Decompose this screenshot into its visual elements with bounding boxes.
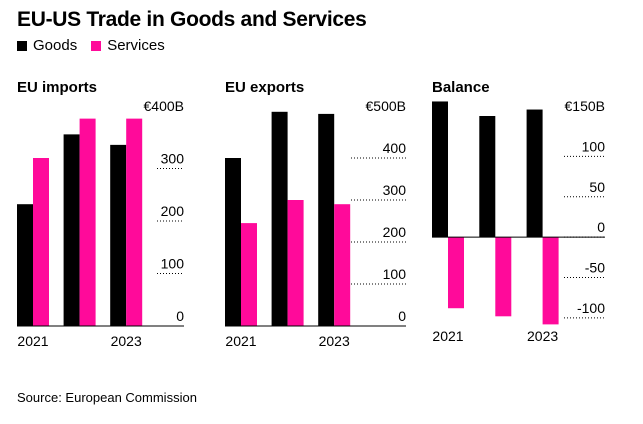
y-tick-label-balance: €150B — [565, 98, 605, 114]
legend-swatch-services — [91, 40, 102, 51]
y-tick-label-eu-exports: 300 — [383, 182, 407, 198]
y-tick-label-balance: -50 — [585, 260, 605, 276]
bar-eu-imports-services-2021 — [33, 158, 49, 326]
bar-balance-services-2022 — [495, 237, 512, 317]
legend-item-goods: Goods — [17, 37, 77, 54]
y-tick-label-eu-imports: 100 — [161, 256, 185, 272]
bar-eu-imports-services-2022 — [79, 118, 96, 326]
x-tick-label-eu-exports: 2021 — [225, 333, 256, 349]
x-tick-label-balance: 2021 — [432, 328, 463, 344]
bar-balance-goods-2021 — [432, 101, 448, 238]
bar-balance-services-2021 — [448, 237, 464, 309]
y-tick-label-balance: 0 — [597, 219, 605, 235]
y-tick-label-eu-imports: 0 — [176, 308, 184, 324]
bar-eu-exports-goods-2023 — [318, 113, 335, 327]
source-note: Source: European Commission — [17, 390, 197, 405]
bar-eu-exports-services-2023 — [334, 204, 351, 326]
legend-label-services: Services — [107, 37, 165, 54]
legend-item-services: Services — [91, 37, 165, 54]
y-tick-label-balance: 100 — [582, 138, 606, 154]
bar-eu-imports-goods-2023 — [110, 144, 127, 326]
y-tick-label-eu-imports: 200 — [161, 203, 185, 219]
bar-eu-exports-services-2021 — [241, 223, 257, 326]
y-tick-label-eu-exports: 0 — [398, 308, 406, 324]
bar-eu-exports-goods-2022 — [271, 111, 288, 326]
legend: Goods Services — [17, 37, 165, 54]
y-tick-label-eu-imports: 300 — [161, 151, 185, 167]
bar-balance-goods-2022 — [479, 116, 496, 238]
y-tick-label-balance: -100 — [577, 300, 605, 316]
panel-title-eu-imports: EU imports — [17, 79, 97, 96]
legend-swatch-goods — [17, 40, 27, 51]
x-tick-label-eu-imports: 2023 — [111, 333, 142, 349]
bar-eu-imports-goods-2022 — [63, 134, 80, 326]
y-tick-label-eu-exports: €500B — [366, 98, 406, 114]
bar-eu-exports-goods-2021 — [225, 158, 241, 326]
y-tick-label-eu-exports: 200 — [383, 224, 407, 240]
x-tick-label-eu-imports: 2021 — [17, 333, 48, 349]
panel-title-balance: Balance — [432, 79, 490, 96]
bar-balance-goods-2023 — [526, 109, 543, 238]
bar-eu-imports-services-2023 — [126, 118, 143, 326]
y-tick-label-eu-exports: 400 — [383, 140, 407, 156]
chart-title: EU-US Trade in Goods and Services — [17, 8, 367, 31]
y-tick-label-balance: 50 — [589, 179, 605, 195]
legend-label-goods: Goods — [33, 37, 78, 54]
x-tick-label-balance: 2023 — [527, 328, 558, 344]
bar-balance-services-2023 — [542, 237, 559, 325]
panel-title-eu-exports: EU exports — [225, 79, 304, 96]
y-tick-label-eu-imports: €400B — [144, 98, 184, 114]
x-tick-label-eu-exports: 2023 — [319, 333, 350, 349]
bar-eu-imports-goods-2021 — [17, 204, 33, 326]
y-tick-label-eu-exports: 100 — [383, 266, 407, 282]
bar-eu-exports-services-2022 — [287, 200, 304, 326]
